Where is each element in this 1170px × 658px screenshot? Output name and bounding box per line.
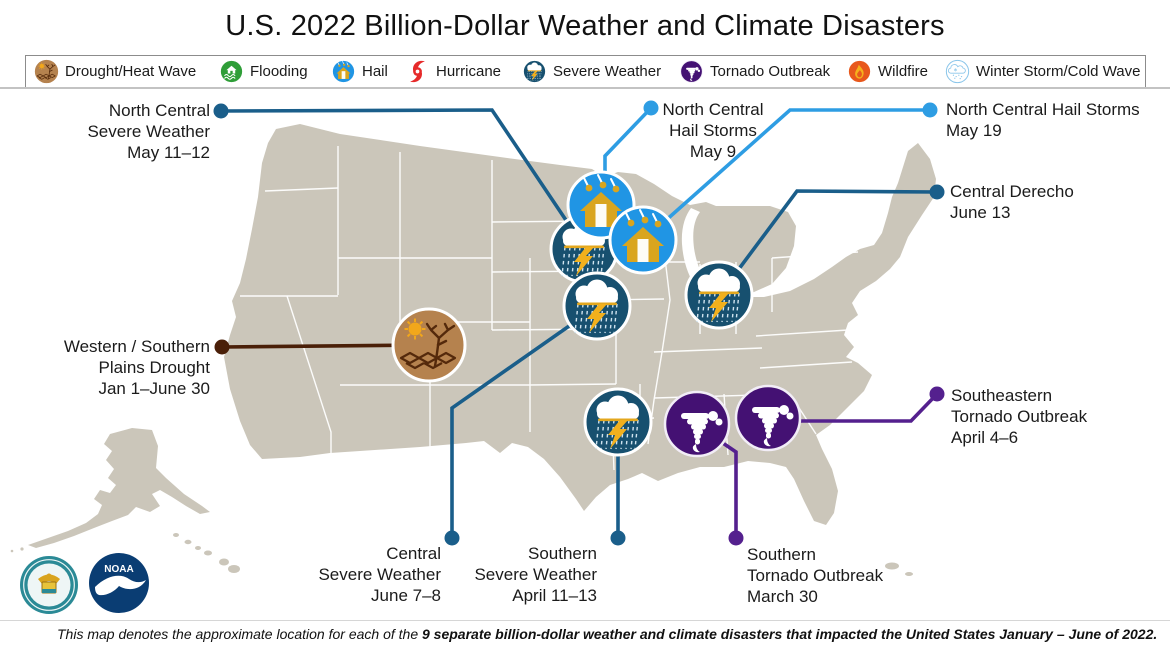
noaa-logo-text: NOAA bbox=[104, 564, 133, 575]
aleutian-island bbox=[10, 549, 14, 553]
dot-southern-tornado bbox=[728, 530, 744, 546]
map-severe-weather-icon-derecho bbox=[684, 260, 754, 330]
annotation-line: North Central Hail Storms bbox=[946, 100, 1140, 119]
dot-north-central-severe bbox=[213, 103, 229, 119]
legend-label: Tornado Outbreak bbox=[710, 63, 831, 80]
legend-label: Flooding bbox=[250, 63, 308, 80]
legend-item-severe-weather: Severe Weather bbox=[521, 58, 661, 85]
dot-plains-drought bbox=[214, 339, 230, 355]
annotation-central-severe-weather: Central Severe Weather June 7–8 bbox=[318, 543, 441, 606]
dot-hail-may19 bbox=[922, 102, 938, 118]
annotation-line: Southeastern bbox=[951, 386, 1053, 405]
footer-caption: This map denotes the approximate locatio… bbox=[57, 626, 1157, 642]
legend-item-wildfire: Wildfire bbox=[846, 58, 928, 85]
leader-southeastern-tornado bbox=[770, 392, 939, 423]
annotation-line: Central Derecho bbox=[950, 182, 1074, 201]
island bbox=[885, 562, 899, 570]
annotation-line: Plains Drought bbox=[98, 358, 210, 377]
annotation-line: Southern bbox=[528, 544, 597, 563]
legend-divider-line bbox=[0, 87, 1170, 89]
legend-label: Drought/Heat Wave bbox=[65, 63, 197, 80]
legend-item-hail: Hail bbox=[330, 58, 388, 85]
annotation-line: Severe Weather bbox=[87, 122, 210, 141]
dot-southeastern-tornado bbox=[929, 386, 945, 402]
hawaii-island bbox=[219, 558, 229, 566]
annotation-north-central-hail-may19: North Central Hail Storms May 19 bbox=[946, 99, 1140, 141]
annotation-line: April 4–6 bbox=[951, 428, 1019, 447]
annotation-line: Hail Storms bbox=[669, 121, 757, 140]
hawaii-island bbox=[228, 565, 240, 573]
annotation-southern-tornado-outbreak: Southern Tornado Outbreak March 30 bbox=[747, 544, 883, 607]
island bbox=[905, 572, 913, 576]
annotation-line: North Central bbox=[662, 100, 764, 119]
annotation-line: May 11–12 bbox=[127, 143, 210, 162]
map-severe-weather-icon-southern bbox=[583, 387, 653, 457]
annotation-central-derecho: Central Derecho June 13 bbox=[950, 181, 1074, 223]
annotation-line: April 11–13 bbox=[512, 586, 597, 605]
annotation-line: Tornado Outbreak bbox=[951, 407, 1088, 426]
legend-label: Severe Weather bbox=[553, 63, 662, 80]
dot-central-derecho bbox=[929, 184, 945, 200]
legend-item-hurricane: Hurricane bbox=[404, 58, 501, 85]
annotation-line: June 13 bbox=[950, 203, 1011, 222]
lake-michigan bbox=[681, 208, 707, 287]
department-of-commerce-seal bbox=[19, 555, 79, 615]
annotation-line: Severe Weather bbox=[474, 565, 597, 584]
map-hail-icon-may19 bbox=[608, 205, 678, 275]
footer-caption-bold: 9 separate billion-dollar weather and cl… bbox=[422, 626, 1158, 642]
annotation-line: North Central bbox=[108, 101, 210, 120]
legend-item-drought: Drought/Heat Wave bbox=[33, 58, 196, 85]
legend-label: Wildfire bbox=[878, 63, 929, 80]
agency-logos: NOAA bbox=[19, 553, 149, 615]
noaa-seagull-icon bbox=[95, 575, 146, 596]
dot-central-severe bbox=[444, 530, 460, 546]
hawaii-island bbox=[195, 546, 201, 550]
annotation-line: June 7–8 bbox=[371, 586, 441, 605]
noaa-logo: NOAA bbox=[89, 553, 149, 613]
label-dots bbox=[213, 100, 945, 546]
legend-item-flooding: Flooding bbox=[218, 58, 308, 85]
leader-north-central-severe bbox=[220, 108, 586, 249]
leader-hail-may19 bbox=[644, 108, 930, 240]
legend-label: Hurricane bbox=[436, 63, 502, 80]
leader-central-derecho bbox=[719, 189, 938, 295]
map-tornado-icon-southern bbox=[663, 390, 731, 458]
aleutian-island bbox=[20, 547, 24, 551]
annotation-line: Severe Weather bbox=[318, 565, 441, 584]
annotation-north-central-severe-weather: North Central Severe Weather May 11–12 bbox=[87, 100, 210, 163]
legend-label: Winter Storm/Cold Wave bbox=[976, 63, 1141, 80]
annotation-line: March 30 bbox=[747, 587, 818, 606]
annotation-line: Southern bbox=[747, 545, 816, 564]
page-title: U.S. 2022 Billion-Dollar Weather and Cli… bbox=[225, 10, 945, 42]
legend-item-tornado: Tornado Outbreak bbox=[678, 58, 830, 85]
hawaii-island bbox=[173, 533, 179, 537]
annotation-line: Western / Southern bbox=[63, 337, 210, 356]
dot-southern-severe bbox=[610, 530, 626, 546]
annotation-line: May 9 bbox=[689, 142, 737, 161]
annotation-north-central-hail-may9: North Central Hail Storms May 9 bbox=[658, 99, 768, 162]
leader-central-severe bbox=[450, 308, 594, 538]
annotation-line: Jan 1–June 30 bbox=[98, 379, 210, 398]
map-drought-icon bbox=[391, 307, 467, 383]
annotation-line: May 19 bbox=[946, 121, 1002, 140]
annotation-line: Central bbox=[386, 544, 441, 563]
map-tornado-icon-southeastern bbox=[734, 384, 802, 452]
annotation-southern-severe-weather: Southern Severe Weather April 11–13 bbox=[474, 543, 597, 606]
hawaii-island bbox=[204, 550, 212, 556]
annotation-line: Tornado Outbreak bbox=[747, 566, 884, 585]
footer-caption-normal: This map denotes the approximate locatio… bbox=[57, 626, 422, 642]
footer-divider-line bbox=[0, 620, 1170, 621]
dot-hail-may9 bbox=[643, 100, 659, 116]
annotation-southeastern-tornado-outbreak: Southeastern Tornado Outbreak April 4–6 bbox=[951, 385, 1087, 448]
annotation-western-southern-plains-drought: Western / Southern Plains Drought Jan 1–… bbox=[64, 336, 210, 399]
map-severe-weather-icon-central bbox=[562, 271, 632, 341]
legend-item-winter-storm: Winter Storm/Cold Wave bbox=[944, 58, 1140, 85]
alaska-landmass bbox=[28, 428, 210, 548]
legend-label: Hail bbox=[362, 63, 388, 80]
hawaii-island bbox=[184, 539, 192, 545]
